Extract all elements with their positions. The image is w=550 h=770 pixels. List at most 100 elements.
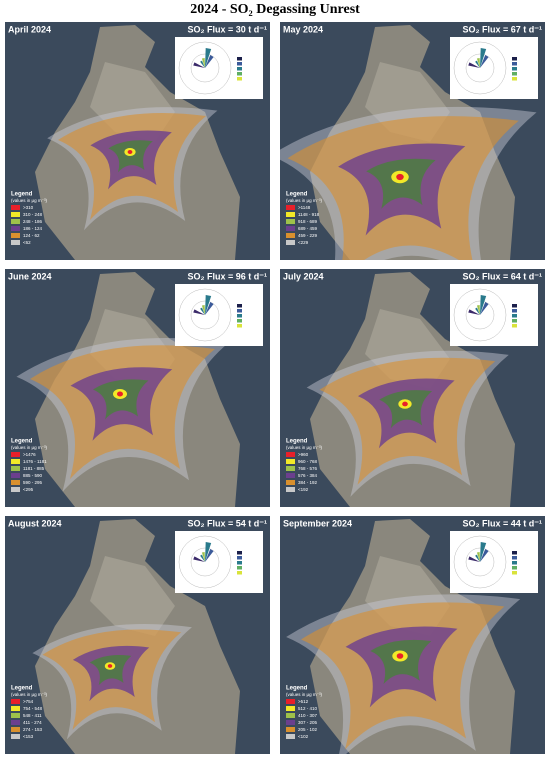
wind-rose-key [512, 67, 517, 71]
legend-swatch [286, 219, 295, 224]
legend-label: 885 - 590 [23, 473, 43, 478]
legend-title: Legend [286, 439, 308, 445]
legend-swatch [11, 240, 20, 245]
plume-high [89, 655, 132, 686]
wind-rose-petal [200, 60, 205, 68]
legend-swatch [286, 473, 295, 478]
legend-label: >1476 [23, 452, 36, 457]
legend-swatch [286, 452, 295, 457]
wind-rose-ring [178, 41, 232, 95]
legend-label: 689 - 459 [298, 226, 318, 231]
legend-swatch [11, 699, 20, 704]
legend-label: 1148 - 918 [298, 212, 320, 217]
map-panel: August 2024 SO₂ Flux = 54 t d⁻¹ Legend (val… [5, 516, 270, 754]
legend-label: 411 - 274 [23, 720, 42, 725]
legend-title: Legend [286, 686, 308, 692]
wind-rose-petal [193, 309, 205, 315]
wind-rose-petal [193, 556, 205, 562]
legend-swatch [286, 459, 295, 464]
wind-rose-key [512, 551, 517, 555]
wind-rose-petal [205, 48, 212, 68]
map-panel: September 2024 SO₂ Flux = 44 t d⁻¹ Legend(… [280, 516, 545, 764]
legend-label: >512 [298, 699, 309, 704]
panel-month: September 2024 [283, 518, 352, 528]
legend-units: (values in μg m⁻³) [11, 445, 47, 450]
plume-max [396, 173, 404, 181]
legend-swatch [286, 727, 295, 732]
wind-rose-ring [453, 535, 507, 589]
legend-title: Legend [11, 192, 33, 198]
legend-label: >754 [23, 699, 34, 704]
legend-label: >1148 [298, 205, 311, 210]
wind-rose-key [237, 551, 242, 555]
plume-high [379, 390, 433, 429]
wind-rose-key [512, 77, 517, 81]
wind-rose-petal [468, 556, 480, 562]
wind-rose-key [512, 62, 517, 66]
wind-rose-key [237, 314, 242, 318]
wind-rose-petal [476, 305, 480, 315]
plume-max [117, 391, 123, 397]
legend-swatch [286, 212, 295, 217]
legend-label: 768 - 576 [298, 466, 318, 471]
wind-rose-key [512, 57, 517, 61]
wind-rose-key [237, 57, 242, 61]
wind-rose-key [237, 571, 242, 575]
panel-month: August 2024 [8, 518, 62, 528]
legend-label: 754 - 548 [23, 706, 43, 711]
wind-rose-petal [468, 62, 480, 68]
wind-rose-key [237, 77, 242, 81]
legend-label: 548 - 411 [23, 713, 42, 718]
legend-swatch [11, 713, 20, 718]
legend-swatch [11, 720, 20, 725]
map-panel: May 2024 SO₂ Flux = 67 t d⁻¹ Legend (values… [270, 22, 545, 300]
legend-label: 310 - 248 [23, 212, 43, 217]
legend-label: <229 [298, 240, 309, 245]
legend-swatch [286, 713, 295, 718]
wind-rose-petal [480, 48, 487, 68]
legend-label: <192 [298, 487, 309, 492]
legend-swatch [11, 205, 20, 210]
wind-rose-ring [465, 53, 495, 83]
plume-high [370, 639, 432, 685]
legend-label: 384 - 192 [298, 480, 318, 485]
legend-swatch [286, 487, 295, 492]
wind-rose-petal [476, 58, 480, 68]
legend-swatch [286, 480, 295, 485]
wind-rose-key [512, 566, 517, 570]
legend-label: <62 [23, 240, 31, 245]
legend-label: 512 - 410 [298, 706, 318, 711]
wind-rose-key [512, 571, 517, 575]
wind-rose-petal [205, 302, 214, 315]
panel-month: June 2024 [8, 271, 52, 281]
panel-flux: SO₂ Flux = 96 t d⁻¹ [187, 271, 267, 281]
legend-swatch [11, 487, 20, 492]
legend-label: <295 [23, 487, 34, 492]
legend-swatch [11, 473, 20, 478]
wind-rose-key [237, 62, 242, 66]
panel-flux: SO₂ Flux = 64 t d⁻¹ [462, 271, 542, 281]
wind-rose-petal [475, 60, 480, 68]
wind-rose-key [237, 324, 242, 328]
legend-swatch [11, 706, 20, 711]
wind-rose-petal [205, 542, 212, 562]
wind-rose-key [237, 72, 242, 76]
island-terrain [90, 556, 175, 636]
legend-swatch [11, 459, 20, 464]
map: May 2024 SO₂ Flux = 67 t d⁻¹ Legend(values… [270, 22, 545, 300]
wind-rose-ring [465, 547, 495, 577]
legend-swatch [11, 480, 20, 485]
wind-rose-ring [178, 535, 232, 589]
legend-swatch [286, 706, 295, 711]
wind-rose-key [237, 304, 242, 308]
wind-rose-petal [205, 295, 212, 315]
wind-rose-key [512, 314, 517, 318]
map: July 2024 SO₂ Flux = 64 t d⁻¹ Legend(value… [280, 269, 545, 507]
legend-label: 124 - 62 [23, 233, 40, 238]
legend-title: Legend [11, 686, 33, 692]
wind-rose-ring [190, 547, 220, 577]
map-panel: July 2024 SO₂ Flux = 64 t d⁻¹ Legend (value… [280, 269, 545, 507]
legend-label: 459 - 229 [298, 233, 318, 238]
wind-rose-petal [475, 554, 480, 562]
legend-units: (values in μg m⁻³) [286, 692, 322, 697]
